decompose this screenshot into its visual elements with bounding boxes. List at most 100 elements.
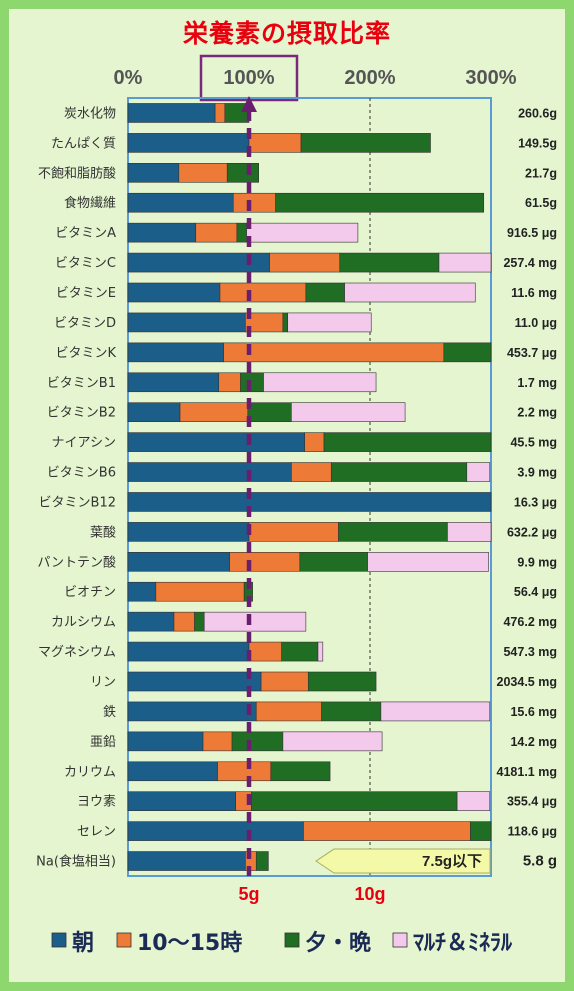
category-label: 食物繊維 (64, 195, 116, 211)
bar-segment (127, 192, 234, 213)
x-axis-top: 0% 100% 200% 300% (114, 54, 517, 102)
bar-segment (127, 312, 246, 333)
bar-segment (247, 402, 292, 422)
amount-label: 9.9 mg (517, 555, 557, 569)
amount-label: 5.8 g (523, 853, 557, 870)
bar-segment (127, 103, 216, 123)
bar-segment (236, 222, 247, 243)
bar-segment (323, 432, 492, 452)
bar-segment (127, 282, 221, 303)
category-label: 不飽和脂肪酸 (38, 165, 116, 181)
bar-segment (127, 402, 181, 422)
bar-segment (269, 252, 341, 273)
bar-segment (173, 611, 195, 632)
category-label: Na(食塩相当) (36, 854, 116, 870)
amount-label: 257.4 mg (503, 256, 557, 270)
bar-segment (270, 761, 331, 782)
bar-segment (127, 372, 220, 393)
bar-segment (300, 133, 431, 153)
legend-label: 10～15時 (137, 931, 242, 956)
category-label: ビタミンK (55, 346, 116, 361)
amount-label: 355.4 μg (507, 795, 557, 809)
amount-label: 2.2 mg (517, 406, 557, 420)
bar-segment (240, 372, 264, 393)
bar-segment (127, 492, 492, 512)
amount-label: 15.6 mg (510, 705, 557, 719)
amount-label: 3.9 mg (517, 466, 557, 480)
bar-segment (127, 611, 175, 632)
bar-segment (367, 552, 489, 572)
x-tick-label: 0% (114, 67, 143, 89)
bar-segment (203, 611, 307, 632)
bar-segment (246, 222, 359, 243)
chart-title: 栄養素の摂取比率 (182, 19, 391, 48)
bar-segment (218, 372, 241, 393)
bottom-tick-label: 10g (354, 884, 385, 904)
amount-label: 11.0 μg (515, 316, 557, 330)
category-label: パントテン酸 (37, 555, 116, 570)
bar-segment (251, 791, 458, 811)
bar-segment (127, 791, 236, 811)
legend: 朝 10～15時 夕・晩 ﾏﾙﾁ＆ﾐﾈﾗﾙ (51, 930, 513, 956)
bar-segment (255, 701, 322, 722)
bar-segment (127, 701, 257, 722)
category-label: ビオチン (64, 585, 116, 600)
bar-segment (127, 761, 218, 782)
category-label: カルシウム (51, 615, 116, 630)
bar-segment (282, 731, 383, 752)
bottom-tick-label: 5g (238, 884, 259, 904)
bar-segment (179, 402, 249, 422)
bar-segment (307, 671, 377, 692)
bar-segment (178, 163, 228, 183)
x-tick-label: 200% (344, 67, 395, 89)
amount-label: 2034.5 mg (497, 675, 557, 689)
category-label: 亜鉛 (90, 735, 116, 750)
category-label: ビタミンE (56, 286, 116, 301)
bar-segment (339, 252, 440, 273)
bar-segment (260, 671, 309, 692)
bar-segment (127, 581, 157, 602)
bar-segment (214, 103, 226, 123)
category-label: ビタミンB2 (47, 406, 116, 421)
amount-label: 56.4 μg (514, 585, 557, 599)
bar-segment (127, 133, 250, 153)
bar-segment (194, 611, 205, 632)
legend-swatch (392, 932, 408, 948)
category-label: 鉄 (103, 705, 116, 720)
category-label: ビタミンA (55, 226, 116, 241)
bar-segment (330, 462, 468, 482)
bar-segment (447, 522, 492, 542)
bar-segment (219, 282, 307, 303)
bar-segment (226, 163, 259, 183)
category-label: ナイアシン (52, 436, 116, 451)
bar-segment (127, 821, 304, 841)
amount-label: 118.6 μg (508, 825, 557, 839)
legend-label: 朝 (72, 930, 94, 956)
bar-segment (275, 192, 485, 213)
category-label: カリウム (64, 765, 116, 780)
amount-label: 61.5g (525, 196, 557, 210)
x-tick-label: 300% (465, 67, 516, 89)
category-label: リン (90, 675, 116, 690)
amount-label: 547.3 mg (503, 645, 557, 659)
amount-label: 11.6 mg (511, 286, 557, 300)
bar-segment (127, 163, 180, 183)
bar-segment (127, 552, 230, 572)
legend-swatch (51, 932, 67, 948)
amount-label: 476.2 mg (503, 615, 557, 629)
bar-segment (470, 821, 492, 841)
category-label: たんぱく質 (51, 136, 116, 151)
bar-segment (231, 731, 284, 752)
amount-label: 4181.1 mg (497, 765, 557, 779)
amount-label: 16.3 μg (514, 495, 557, 509)
bar-segment (127, 342, 224, 363)
bar-segment (338, 522, 448, 542)
bar-segment (255, 851, 269, 871)
bar-segment (217, 761, 272, 782)
category-label: ビタミンD (54, 316, 116, 331)
x-axis-bottom: 5g 10g (238, 884, 385, 904)
legend-swatch (284, 932, 300, 948)
bar-segment (263, 372, 377, 393)
bar-segment (344, 282, 476, 303)
bar-segment (223, 342, 445, 363)
